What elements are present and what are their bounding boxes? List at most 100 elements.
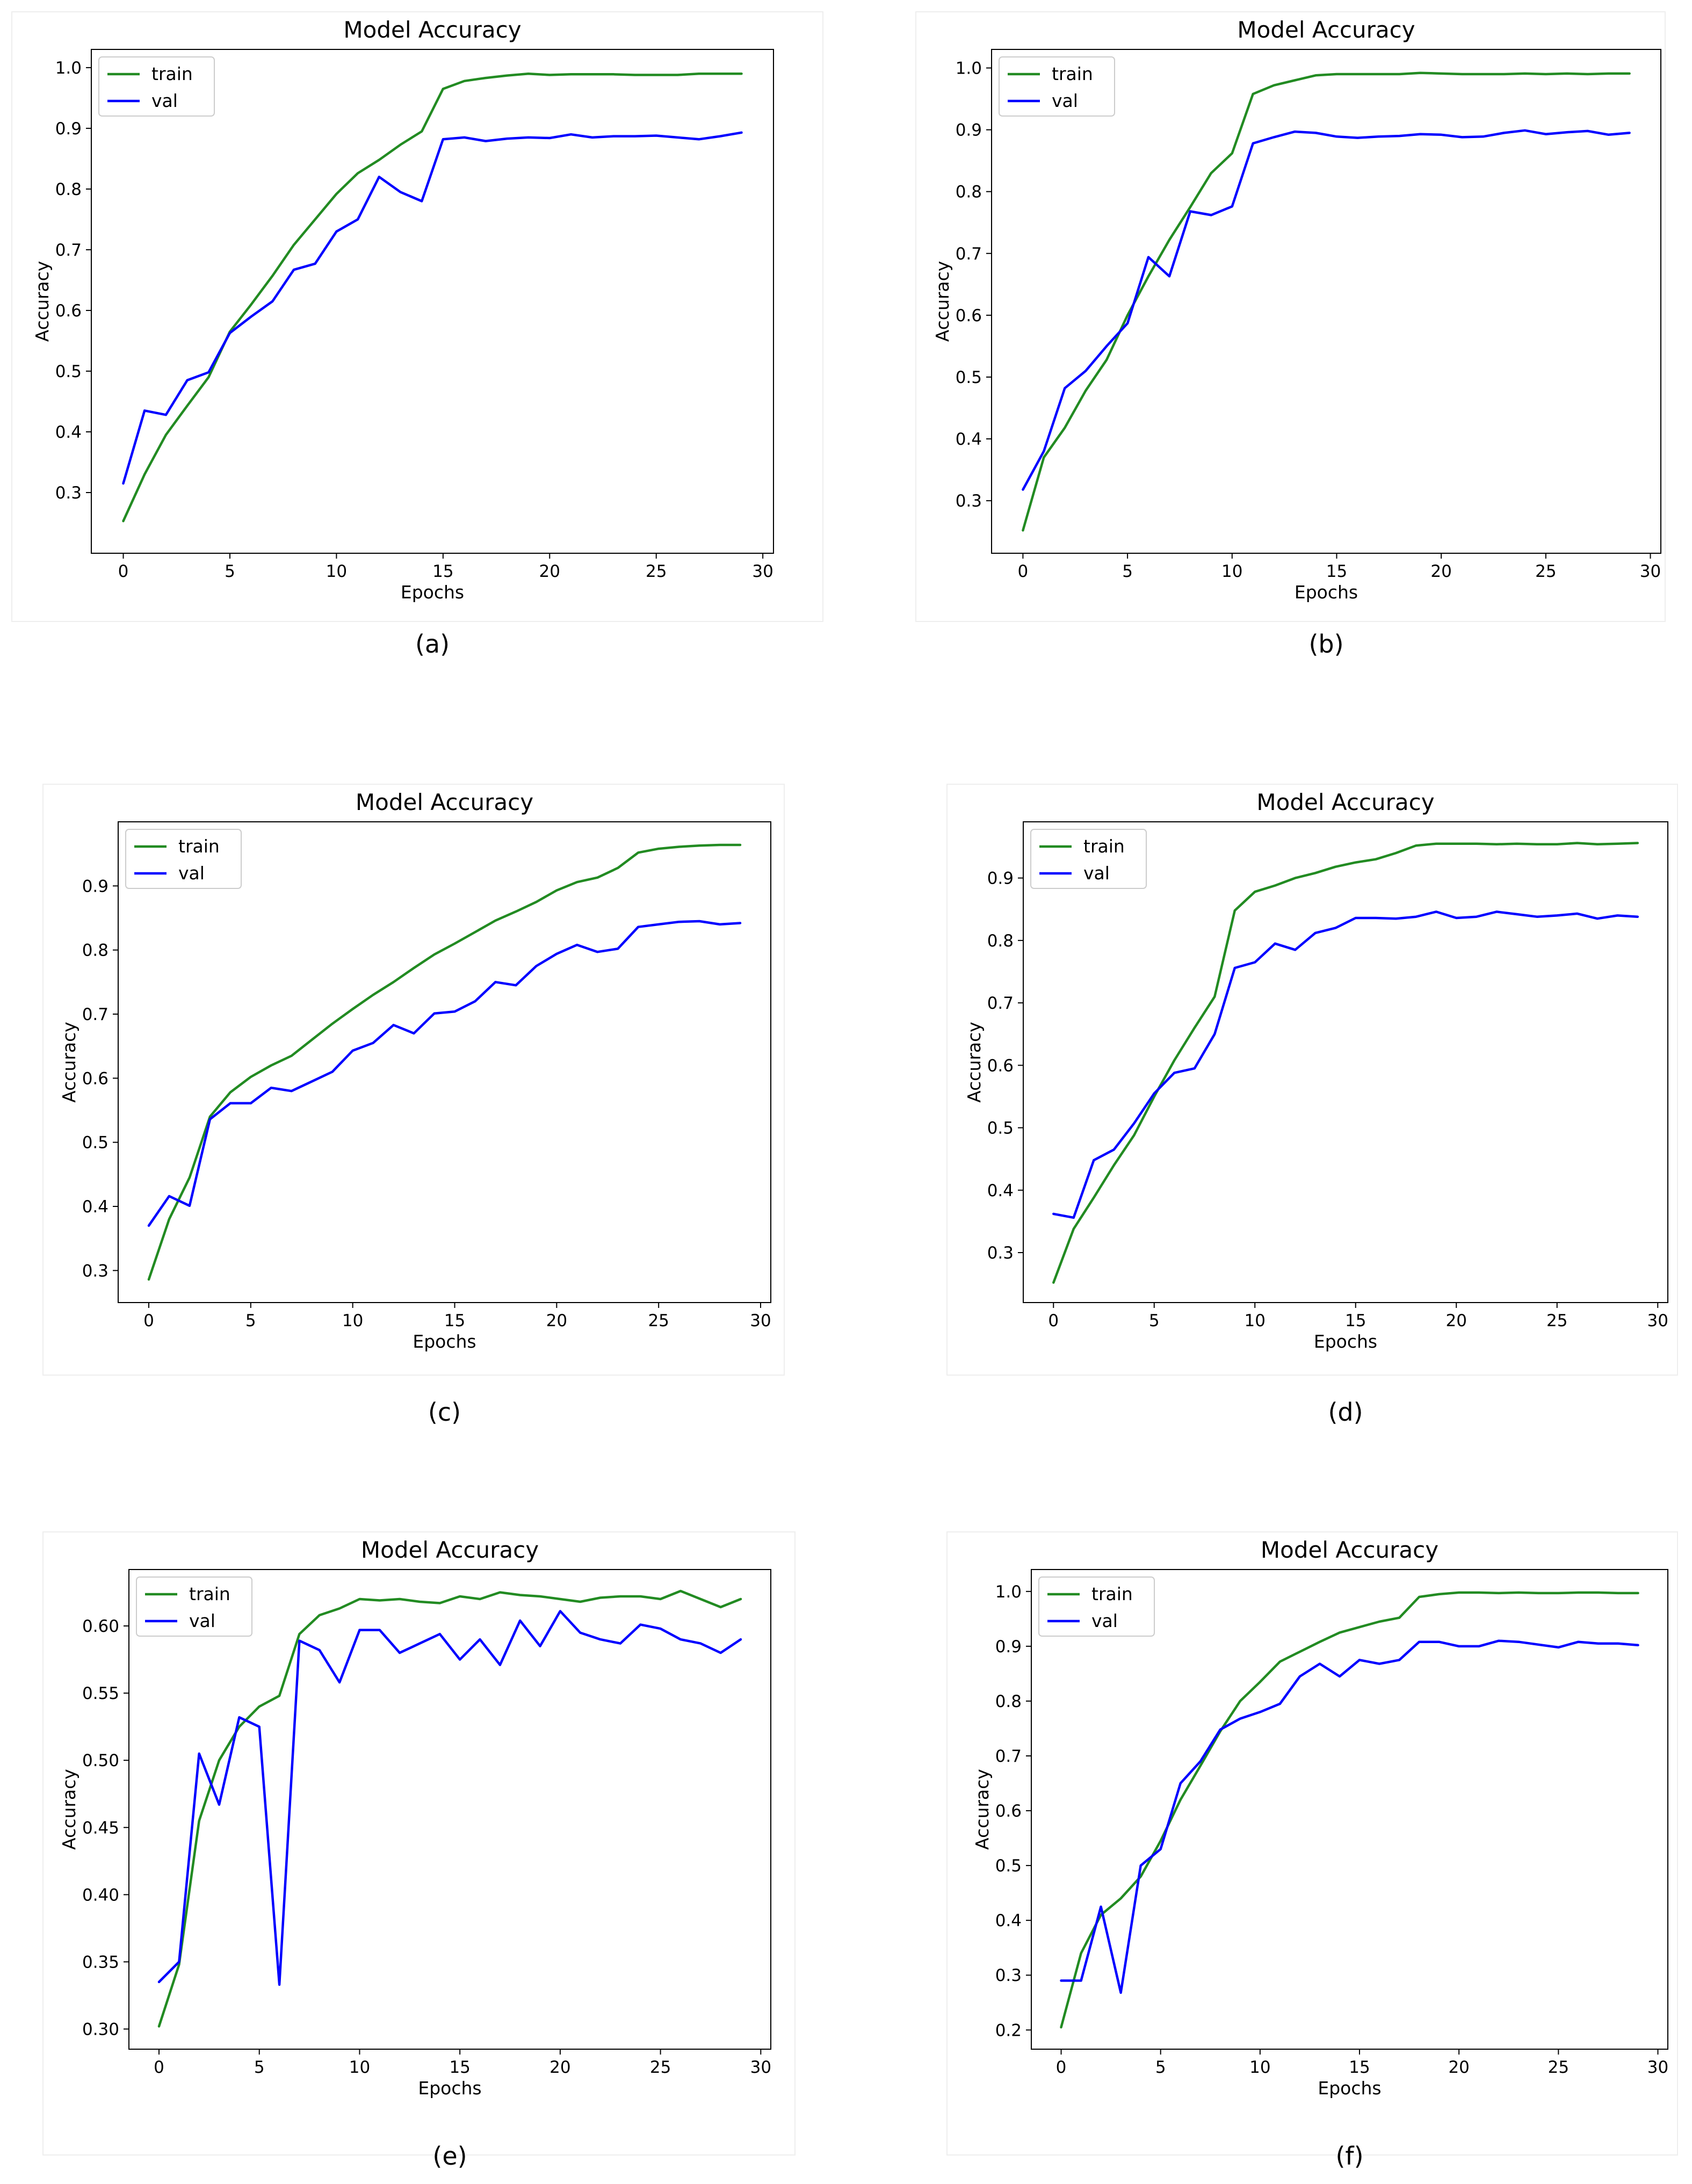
panel-caption: (a) [415,630,450,659]
y-tick-label: 0.6 [995,1802,1022,1821]
y-tick-label: 1.0 [995,1582,1022,1602]
legend-label-train: train [178,836,220,857]
x-tick-label: 30 [750,1311,771,1330]
y-tick-label: 1.0 [55,59,82,78]
series-line-val [1060,1639,1639,1994]
legend: train val [1038,1576,1155,1637]
x-tick-label: 10 [1221,562,1242,581]
y-tick-label: 0.6 [55,301,82,321]
y-tick-label: 0.5 [987,1119,1014,1138]
axes-frame [1031,1569,1668,2050]
x-tick-label: 0 [1018,562,1029,581]
y-tick-label: 0.9 [956,121,982,140]
x-tick-label: 10 [349,2058,370,2077]
x-tick-label: 25 [1548,2058,1569,2077]
legend-label-train: train [1052,63,1093,84]
x-tick-label: 20 [549,2058,570,2077]
x-tick-label: 20 [1430,562,1451,581]
x-tick-label: 5 [1149,1311,1160,1330]
y-tick-label: 0.8 [956,183,982,202]
chart-title: Model Accuracy [361,1537,539,1563]
legend: train val [125,829,242,889]
series-line-train [147,843,742,1281]
x-tick-label: 0 [154,2058,164,2077]
y-tick-label: 0.5 [995,1856,1022,1876]
y-tick-label: 0.4 [82,1197,109,1217]
legend-label-train: train [1091,1583,1133,1604]
axes-frame [118,821,771,1303]
y-tick-label: 0.9 [82,877,109,896]
y-tick-label: 0.9 [987,869,1014,888]
y-tick-label: 0.8 [987,931,1014,951]
y-tick-label: 0.7 [956,244,982,264]
y-tick-label: 0.50 [82,1751,119,1770]
series-line-val [157,1610,742,1986]
y-tick-label: 0.8 [995,1692,1022,1711]
y-tick-label: 0.5 [55,362,82,381]
y-tick-label: 0.3 [956,491,982,511]
y-axis-label: Accuracy [972,1769,993,1850]
y-tick-label: 0.9 [995,1637,1022,1657]
series-line-train [157,1589,742,2028]
chart-panel-b: Model Accuracy 0 5 10 15 20 25 30 0.3 0.4 0.5 0.6 0.… [915,11,1666,659]
y-tick-label: 0.40 [82,1885,119,1905]
x-tick-label: 25 [1546,1311,1567,1330]
y-tick-label: 0.3 [55,483,82,503]
x-axis-label: Epochs [1318,2078,1381,2099]
y-tick-label: 0.3 [995,1966,1022,1985]
x-tick-label: 15 [432,562,453,581]
x-tick-label: 20 [539,562,560,581]
y-tick-label: 0.4 [987,1181,1014,1201]
panel-caption: (b) [1308,630,1343,659]
chart-title: Model Accuracy [1237,17,1415,43]
x-tick-label: 5 [254,2058,265,2077]
x-tick-label: 0 [143,1311,154,1330]
y-axis-label: Accuracy [32,261,53,342]
x-tick-label: 0 [1056,2058,1067,2077]
x-tick-label: 20 [546,1311,567,1330]
chart-panel-f: Model Accuracy 0 5 10 15 20 25 30 0.2 0.3 0.4 0.5 0.… [946,1531,1678,2171]
y-tick-label: 0.3 [82,1261,109,1281]
y-tick-label: 0.5 [82,1133,109,1153]
y-tick-label: 0.7 [995,1747,1022,1766]
chart-panel-a: Model Accuracy 0 5 10 15 20 25 30 0.3 0.4 0.5 0.6 0.… [11,11,823,659]
panel-caption: (e) [432,2142,467,2171]
x-tick-label: 15 [1349,2058,1370,2077]
x-tick-label: 15 [449,2058,470,2077]
y-tick-label: 0.45 [82,1818,119,1838]
chart-panel-c: Model Accuracy 0 5 10 15 20 25 30 0.3 0.4 0.5 0.6 0.… [42,784,785,1427]
y-tick-label: 1.0 [956,59,982,78]
x-tick-label: 5 [1122,562,1133,581]
axes-frame [91,49,774,554]
x-tick-label: 5 [245,1311,256,1330]
y-tick-label: 0.6 [956,306,982,326]
y-tick-label: 0.4 [55,423,82,442]
y-axis-label: Accuracy [59,1769,79,1850]
y-tick-label: 0.4 [956,430,982,449]
y-tick-label: 0.7 [55,241,82,260]
chart-title: Model Accuracy [1256,789,1434,815]
legend: train val [98,56,215,117]
legend-label-val: val [151,90,178,111]
chart-panel-e: Model Accuracy 0 5 10 15 20 25 30 0.30 0.35 0.40 0.… [42,1531,796,2171]
legend-label-val: val [1091,1610,1118,1631]
x-tick-label: 5 [1155,2058,1166,2077]
y-tick-label: 0.60 [82,1617,119,1636]
panel-caption: (c) [428,1398,461,1427]
x-tick-label: 10 [1249,2058,1270,2077]
x-tick-label: 15 [1345,1311,1366,1330]
x-tick-label: 30 [750,2058,771,2077]
axes-frame [128,1569,771,2050]
chart-title: Model Accuracy [356,789,533,815]
x-tick-label: 15 [444,1311,465,1330]
y-tick-label: 0.6 [82,1069,109,1088]
x-tick-label: 25 [650,2058,671,2077]
x-axis-label: Epochs [401,582,464,603]
series-line-val [122,131,743,485]
legend: train val [1030,829,1147,889]
x-tick-label: 25 [646,562,667,581]
y-axis-label: Accuracy [59,1022,79,1103]
x-tick-label: 30 [1647,1311,1668,1330]
x-tick-label: 5 [225,562,235,581]
legend-label-val: val [178,863,205,884]
